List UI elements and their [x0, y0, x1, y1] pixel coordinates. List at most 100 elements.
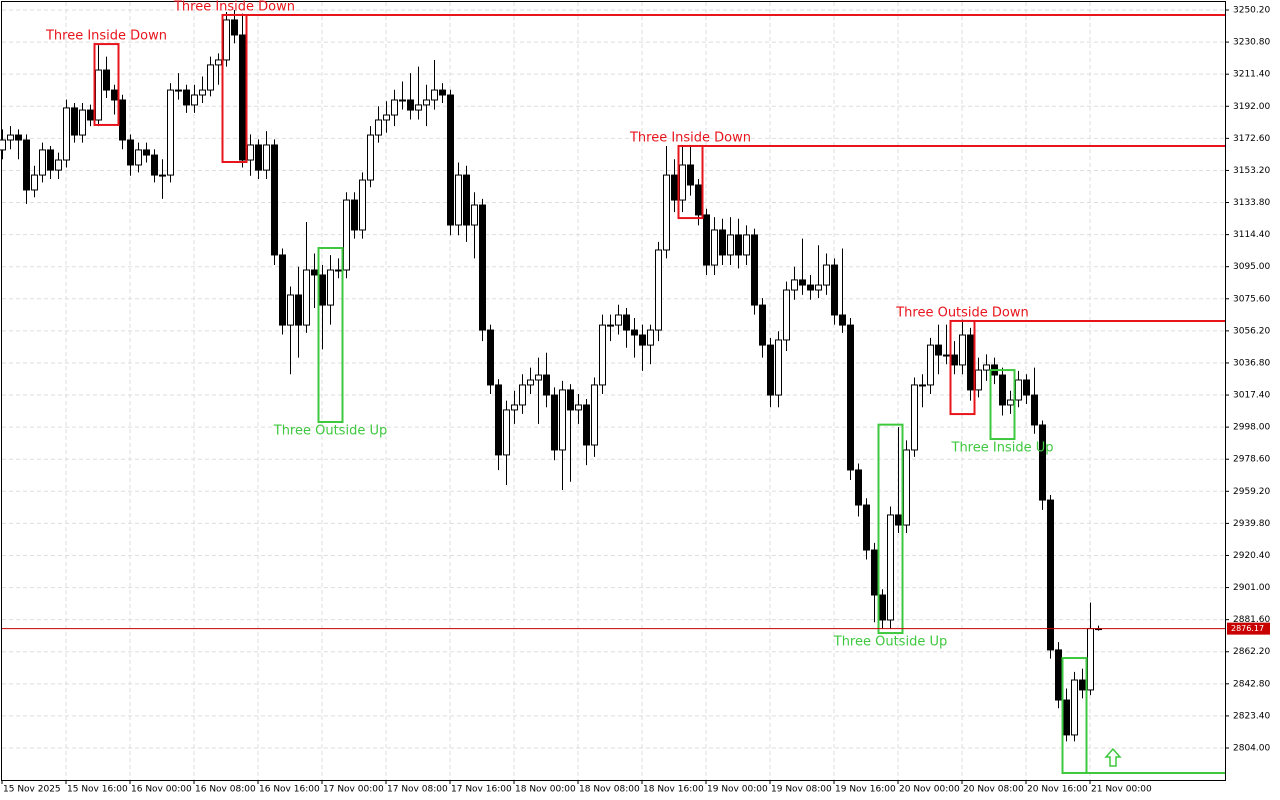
signal-arrow	[1104, 747, 1122, 767]
candle-body	[199, 89, 206, 96]
candle-body	[607, 324, 614, 327]
candle-body	[999, 374, 1006, 406]
candle-body	[1063, 699, 1070, 736]
candle-body	[951, 354, 958, 366]
candle-body	[87, 109, 94, 121]
y-tick-label: 2842.80	[1233, 679, 1270, 689]
candle-body	[1007, 399, 1014, 406]
plot-frame	[1, 1, 1226, 781]
y-tick-label: 3095.00	[1233, 262, 1270, 272]
candle-body	[167, 89, 174, 176]
candle-body	[31, 174, 38, 191]
candle-body	[703, 214, 710, 266]
candle-body	[1039, 424, 1046, 501]
candle-body	[1031, 394, 1038, 426]
candle-body	[223, 19, 230, 61]
candle-body	[63, 107, 70, 161]
candle-body	[71, 107, 78, 136]
candle-body	[95, 69, 102, 121]
y-tick-label: 2901.00	[1233, 583, 1270, 593]
y-tick-label: 3036.80	[1233, 358, 1270, 368]
y-tick-label: 3133.80	[1233, 198, 1270, 208]
candle-body	[463, 174, 470, 226]
candle-body	[927, 344, 934, 386]
candle-body	[375, 119, 382, 136]
candle-body	[767, 344, 774, 396]
candle-body	[303, 269, 310, 326]
candle-body	[551, 394, 558, 451]
candle-body	[967, 334, 974, 391]
candle-body	[23, 139, 30, 191]
candle-body	[599, 324, 606, 386]
candle-body	[687, 164, 694, 186]
candle-body	[247, 144, 254, 161]
candle-body	[487, 329, 494, 386]
pattern-box	[93, 43, 120, 126]
candle-body	[1047, 499, 1054, 651]
marks	[0, 10, 1102, 742]
candle-body	[631, 329, 638, 336]
candle-body	[55, 159, 62, 171]
candle-body	[103, 69, 110, 91]
y-tick-label: 2823.40	[1233, 711, 1270, 721]
candle-body	[311, 269, 318, 276]
pattern-box	[221, 13, 248, 164]
current-price-label: 2876.17	[1231, 624, 1264, 633]
candle-body	[439, 89, 446, 96]
candle-body	[39, 149, 46, 176]
candle-body	[399, 99, 406, 102]
candle-body	[791, 279, 798, 291]
candle-body	[151, 154, 158, 176]
y-tick-label: 3250.20	[1233, 6, 1270, 16]
candle-body	[431, 89, 438, 101]
candle-body	[47, 149, 54, 171]
grid	[2, 2, 1225, 780]
pattern-box	[317, 247, 344, 424]
x-tick-label: 16 Nov 00:00	[131, 785, 192, 795]
candle-body	[591, 384, 598, 446]
pattern-box	[1061, 657, 1088, 774]
candle-body	[503, 409, 510, 456]
x-tick-label: 19 Nov 00:00	[707, 785, 768, 795]
x-tick-label: 17 Nov 08:00	[387, 785, 448, 795]
candle-body	[215, 59, 222, 66]
y-tick-label: 2978.60	[1233, 455, 1270, 465]
candle-body	[271, 144, 278, 256]
candle-body	[423, 99, 430, 106]
candle-body	[863, 504, 870, 551]
y-tick-label: 2959.20	[1233, 487, 1270, 497]
candle-body	[831, 264, 838, 316]
candle-body	[567, 389, 574, 411]
candle-body	[111, 89, 118, 101]
pattern-label: Three Outside Down	[895, 305, 1029, 320]
candle-body	[935, 344, 942, 356]
candle-body	[783, 289, 790, 341]
candle-body	[255, 144, 262, 171]
candle-body	[407, 99, 414, 111]
candle-body	[367, 134, 374, 181]
x-tick-label: 16 Nov 16:00	[259, 785, 320, 795]
candle-body	[351, 199, 358, 231]
y-tick-label: 3172.60	[1233, 134, 1270, 144]
candle-body	[335, 269, 342, 272]
pattern-box	[949, 319, 976, 416]
candle-body	[15, 134, 22, 141]
candle-body	[263, 144, 270, 171]
candle-body	[695, 184, 702, 216]
candle-body	[807, 284, 814, 291]
candle-body	[751, 234, 758, 306]
pattern-label: Three Inside Down	[173, 0, 295, 14]
candle-body	[615, 314, 622, 326]
pattern-box	[877, 423, 904, 635]
candle-body	[231, 19, 238, 36]
y-tick-label: 2804.00	[1233, 743, 1270, 753]
candle-body	[903, 449, 910, 526]
candle-body	[959, 334, 966, 366]
candle-body	[359, 179, 366, 231]
y-tick-label: 3153.20	[1233, 166, 1270, 176]
y-tick-label: 3056.20	[1233, 326, 1270, 336]
candle-body	[855, 469, 862, 506]
candle-body	[119, 99, 126, 141]
candle-body	[383, 114, 390, 121]
